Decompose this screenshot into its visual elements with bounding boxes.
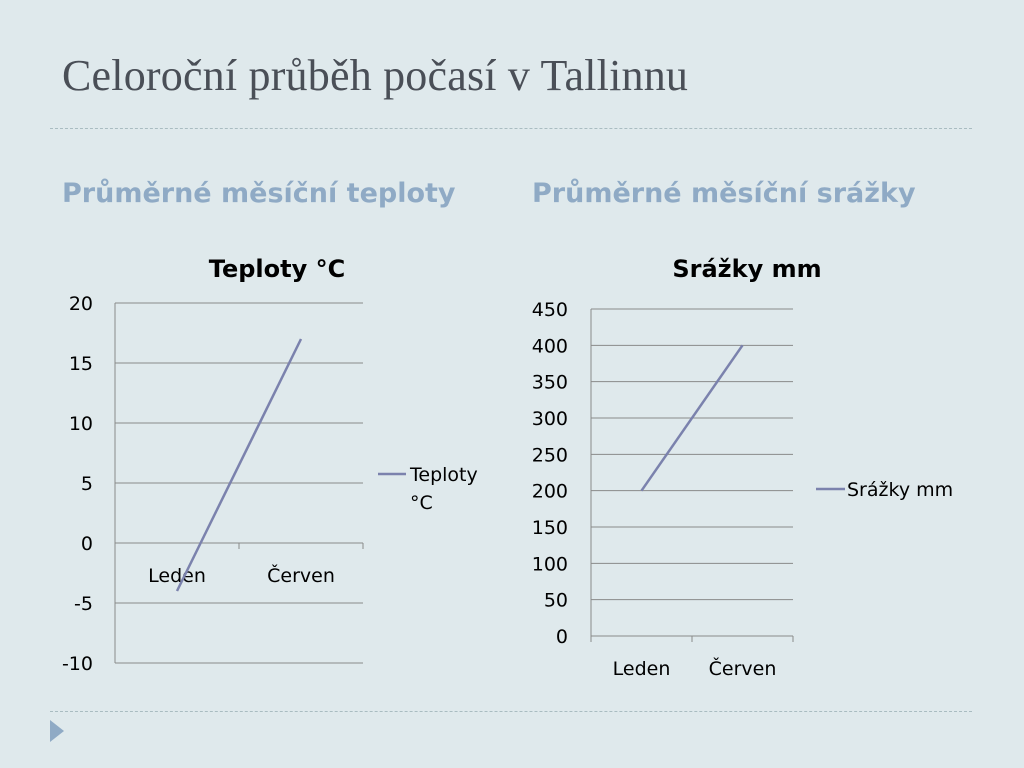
series-line	[175, 338, 303, 592]
top-divider	[50, 128, 972, 129]
y-tick-label: 10	[69, 413, 93, 435]
y-tick-label: 350	[532, 372, 568, 394]
slide-title: Celoroční průběh počasí v Tallinnu	[62, 51, 689, 100]
x-tick-label: Leden	[613, 658, 671, 680]
y-tick-label: -5	[74, 593, 93, 615]
y-tick-label: 300	[532, 408, 568, 430]
series-line	[640, 344, 744, 492]
y-tick-label: 400	[532, 335, 568, 357]
play-triangle-icon[interactable]	[50, 720, 64, 742]
y-tick-label: 0	[81, 533, 93, 555]
y-tick-label: -10	[62, 653, 93, 675]
precipitation-section-heading: Průměrné měsíční srážky	[532, 178, 916, 209]
bottom-divider	[50, 711, 972, 712]
y-tick-label: 20	[69, 293, 93, 315]
x-tick-label: Červen	[267, 563, 335, 587]
y-tick-label: 5	[81, 473, 93, 495]
y-tick-label: 0	[556, 626, 568, 648]
legend-label: Srážky mm	[847, 479, 953, 501]
y-tick-label: 50	[544, 590, 568, 612]
y-tick-label: 450	[532, 299, 568, 321]
x-tick-label: Červen	[709, 656, 777, 680]
chart-title: Srážky mm	[672, 255, 821, 283]
x-tick-label: Leden	[148, 565, 206, 587]
temperature-section-heading: Průměrné měsíční teploty	[62, 178, 456, 209]
chart-title: Teploty °C	[209, 255, 345, 283]
y-tick-label: 250	[532, 444, 568, 466]
y-tick-label: 150	[532, 517, 568, 539]
y-tick-label: 200	[532, 481, 568, 503]
y-tick-label: 100	[532, 553, 568, 575]
legend-label: Teploty °C	[409, 464, 478, 514]
y-tick-label: 15	[69, 353, 93, 375]
